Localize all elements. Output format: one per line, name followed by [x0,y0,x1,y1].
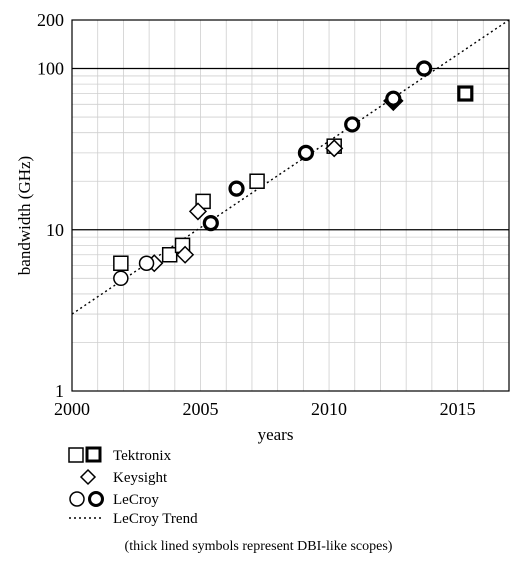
legend-entry: LeCroy [69,491,159,508]
x-tick-label: 2005 [183,399,219,419]
legend-label: LeCroy [113,492,159,508]
legend-circle-thick [88,491,104,507]
y-tick-label: 10 [46,220,64,240]
lecroy-point [344,116,361,133]
legend-square-thick [85,446,102,463]
lecroy-point [138,255,155,271]
lecroy-point [385,90,402,107]
grid [71,19,510,391]
data-points [113,60,474,287]
tektronix-point [249,173,265,189]
lecroy-point [228,180,245,197]
chart-footnote: (thick lined symbols represent DBI-like … [125,539,393,554]
legend-entry: LeCroy Trend [69,511,198,527]
y-tick-label: 100 [37,59,64,79]
legend-label: LeCroy Trend [113,511,198,527]
tektronix-point [113,255,129,271]
keysight-point [325,139,344,158]
legend-entry: Keysight [79,468,168,486]
tick-labels: 2000 2005 2010 2015 1 10 100 200 [37,10,476,419]
tektronix-point [161,246,178,263]
y-axis-title: bandwidth (GHz) [15,156,34,275]
x-tick-label: 2010 [311,399,347,419]
legend: Tektronix Keysight LeCroy LeCroy Trend [68,446,198,527]
x-tick-label: 2000 [54,399,90,419]
legend-square-thin [68,447,84,463]
plot-frame [71,19,510,392]
x-axis-title: years [258,425,294,444]
y-tick-label: 200 [37,10,64,30]
keysight-point [176,245,195,264]
x-tick-label: 2015 [440,399,476,419]
lecroy-point [297,144,315,161]
lecroy-point [416,60,433,77]
legend-entry: Tektronix [68,446,172,464]
legend-label: Tektronix [113,448,172,464]
trend-line-layer [71,19,510,315]
lecroy-point [202,214,219,232]
legend-label: Keysight [113,470,168,486]
tektronix-point [457,85,474,102]
lecroy-point [113,270,129,287]
y-tick-label: 1 [55,381,64,401]
legend-circle-thin [69,491,85,507]
keysight-point [188,202,208,221]
trend-line [71,19,510,315]
legend-diamond [79,468,97,486]
